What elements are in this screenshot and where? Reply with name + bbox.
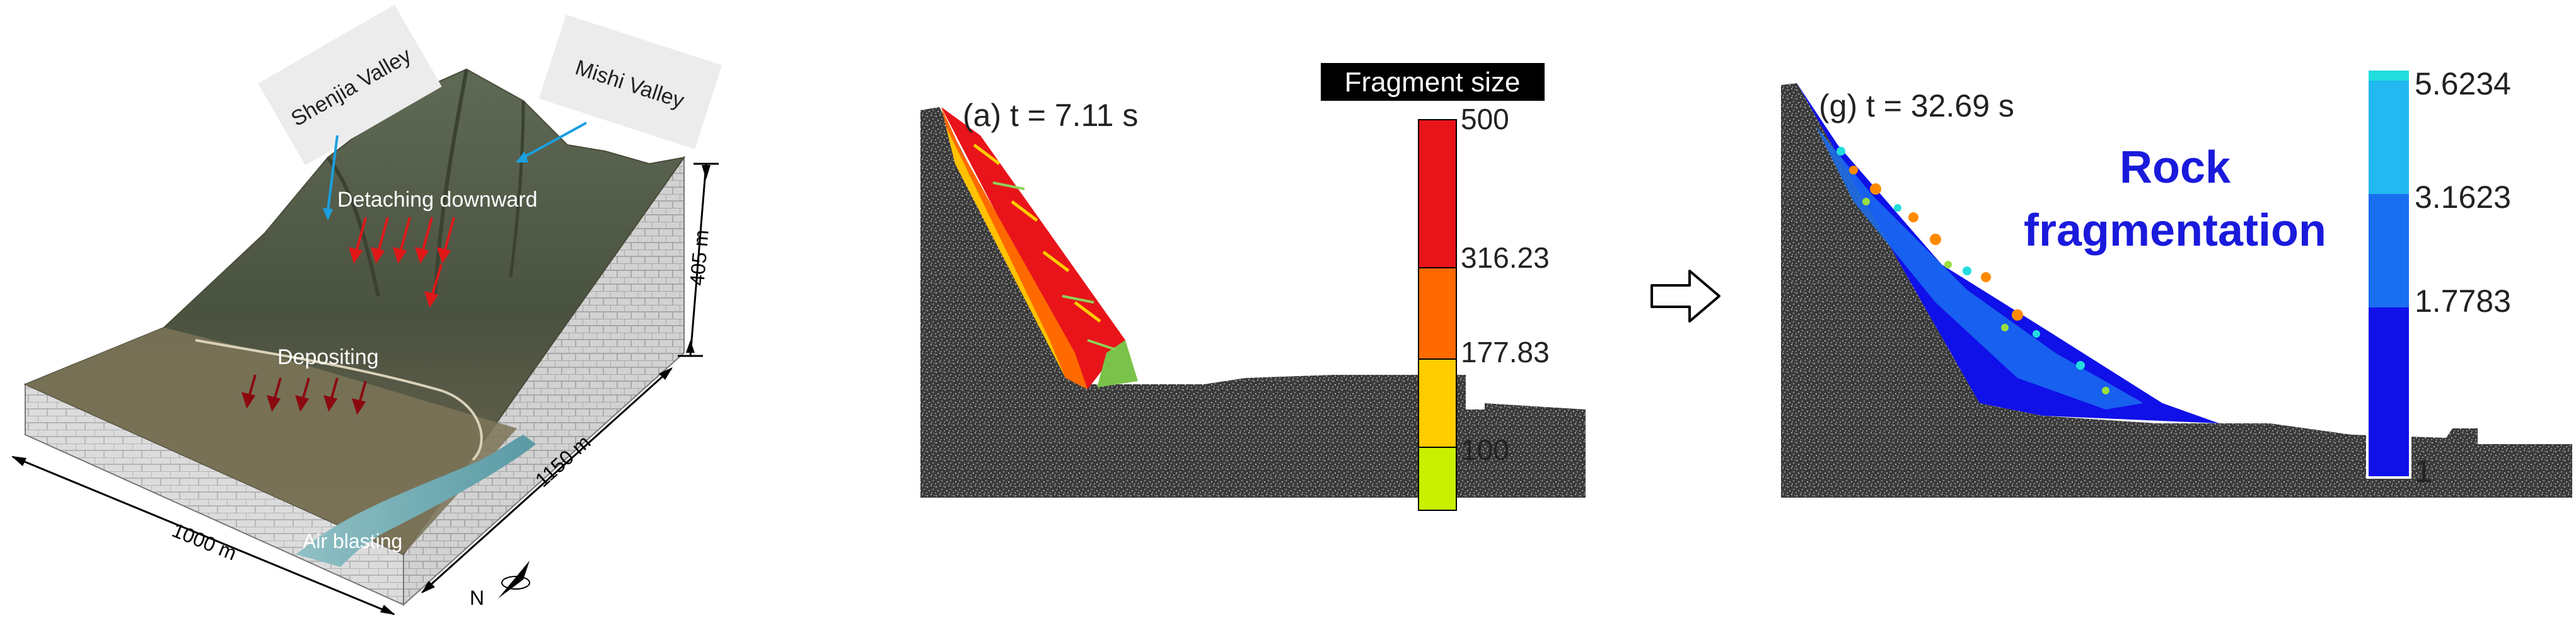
colorbar-tick-label: 1.7783 (2415, 283, 2511, 319)
fragment-size-colorbar (1418, 119, 1457, 511)
depositing-arrows (241, 374, 367, 415)
mishi-pointer-arrow (523, 122, 587, 159)
colorbar-tick-label: 100 (1461, 433, 1509, 466)
terrain-model: Shenjia Valley Mishi Valley Detaching do… (11, 4, 722, 615)
colorbar-segment (1418, 119, 1457, 268)
length-dimension (11, 455, 395, 615)
colorbar-segment (2367, 69, 2410, 81)
colorbar-segment (1418, 358, 1457, 448)
panel-g-fragments (1797, 83, 2219, 423)
colorbar-segment (1418, 447, 1457, 511)
colorbar-segment (2367, 81, 2410, 194)
air-blasting-label: Air blasting (303, 530, 402, 552)
north-compass-icon (498, 561, 530, 598)
detaching-label: Detaching downward (337, 188, 538, 212)
rock-fragmentation-annotation: Rock (2120, 142, 2231, 193)
width-dimension (421, 367, 673, 593)
hollow-right-arrow-icon (1651, 270, 1720, 323)
colorbar-tick-label: 316.23 (1461, 241, 1550, 274)
height-label: 405 m (685, 229, 713, 287)
fragment-size-colorbar-g (2366, 68, 2411, 479)
river (296, 435, 536, 567)
colorbar-tick-label: 5.6234 (2415, 66, 2511, 101)
panel-g-rock-mass (1781, 83, 2572, 498)
panel-g-caption: (g) t = 32.69 s (1819, 88, 2014, 123)
colorbar-tick-label: 3.1623 (2415, 180, 2511, 215)
colorbar-tick-label: 1 (2415, 454, 2432, 489)
detaching-arrows (349, 217, 455, 308)
mishi-valley-label: Mishi Valley (538, 14, 722, 149)
legend-title: Fragment size (1345, 67, 1521, 98)
rock-fragmentation-annotation: fragmentation (2024, 205, 2326, 256)
height-dimension (678, 163, 719, 357)
north-label: N (470, 587, 484, 609)
panel-a: (a) t = 7.11 s Fragment size 500 316.23 … (920, 63, 1586, 511)
panel-g: (g) t = 32.69 s Rock fragmentation 5.623… (1781, 66, 2572, 498)
legend-title-background (1321, 63, 1545, 101)
colorbar-segment (2367, 307, 2410, 478)
shenjia-pointer-arrow (327, 135, 339, 212)
colorbar-tick-label: 177.83 (1461, 336, 1550, 369)
colorbar-segment (2367, 194, 2410, 307)
colorbar-tick-label: 500 (1461, 103, 1509, 135)
depositing-label: Depositing (277, 345, 379, 369)
panel-a-fragments (941, 107, 1138, 389)
panel-a-caption: (a) t = 7.11 s (963, 98, 1138, 133)
colorbar-segment (1418, 267, 1457, 360)
